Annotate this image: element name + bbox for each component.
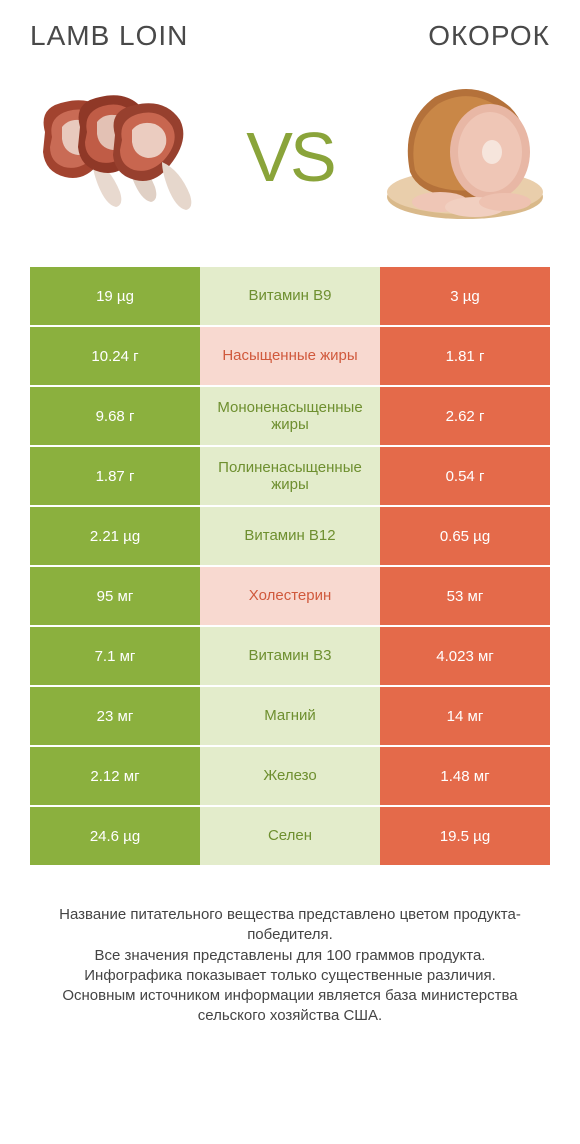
value-right: 3 µg <box>380 267 550 325</box>
nutrient-label: Мононенасыщенные жиры <box>200 387 380 445</box>
ham-image <box>380 82 550 232</box>
value-left: 10.24 г <box>30 327 200 385</box>
table-row: 19 µgВитамин B93 µg <box>30 267 550 325</box>
value-left: 1.87 г <box>30 447 200 505</box>
table-row: 24.6 µgСелен19.5 µg <box>30 807 550 865</box>
nutrient-label: Насыщенные жиры <box>200 327 380 385</box>
value-right: 2.62 г <box>380 387 550 445</box>
value-right: 1.48 мг <box>380 747 550 805</box>
value-right: 0.54 г <box>380 447 550 505</box>
table-row: 23 мгМагний14 мг <box>30 687 550 745</box>
title-right: Окорок <box>428 20 550 52</box>
value-left: 19 µg <box>30 267 200 325</box>
value-left: 23 мг <box>30 687 200 745</box>
table-row: 10.24 гНасыщенные жиры1.81 г <box>30 327 550 385</box>
table-row: 2.21 µgВитамин B120.65 µg <box>30 507 550 565</box>
footer-line: Все значения представлены для 100 граммо… <box>35 946 545 966</box>
footer-text: Название питательного вещества представл… <box>30 905 550 1027</box>
comparison-table: 19 µgВитамин B93 µg10.24 гНасыщенные жир… <box>30 267 550 865</box>
value-left: 2.12 мг <box>30 747 200 805</box>
image-row: VS <box>30 72 550 242</box>
nutrient-label: Холестерин <box>200 567 380 625</box>
table-row: 1.87 гПолиненасыщенные жиры0.54 г <box>30 447 550 505</box>
footer-line: Основным источником информации является … <box>35 986 545 1027</box>
table-row: 7.1 мгВитамин B34.023 мг <box>30 627 550 685</box>
nutrient-label: Железо <box>200 747 380 805</box>
table-row: 95 мгХолестерин53 мг <box>30 567 550 625</box>
value-right: 0.65 µg <box>380 507 550 565</box>
value-right: 14 мг <box>380 687 550 745</box>
value-right: 53 мг <box>380 567 550 625</box>
nutrient-label: Селен <box>200 807 380 865</box>
value-right: 1.81 г <box>380 327 550 385</box>
table-row: 9.68 гМононенасыщенные жиры2.62 г <box>30 387 550 445</box>
value-left: 95 мг <box>30 567 200 625</box>
value-left: 2.21 µg <box>30 507 200 565</box>
value-left: 24.6 µg <box>30 807 200 865</box>
footer-line: Инфографика показывает только существенн… <box>35 966 545 986</box>
value-right: 19.5 µg <box>380 807 550 865</box>
value-left: 7.1 мг <box>30 627 200 685</box>
title-left: Lamb loin <box>30 20 188 52</box>
lamb-loin-image <box>30 82 200 232</box>
value-left: 9.68 г <box>30 387 200 445</box>
nutrient-label: Магний <box>200 687 380 745</box>
nutrient-label: Полиненасыщенные жиры <box>200 447 380 505</box>
footer-line: Название питательного вещества представл… <box>35 905 545 946</box>
header: Lamb loin Окорок <box>30 20 550 52</box>
nutrient-label: Витамин B3 <box>200 627 380 685</box>
table-row: 2.12 мгЖелезо1.48 мг <box>30 747 550 805</box>
value-right: 4.023 мг <box>380 627 550 685</box>
vs-label: VS <box>246 117 333 197</box>
nutrient-label: Витамин B12 <box>200 507 380 565</box>
nutrient-label: Витамин B9 <box>200 267 380 325</box>
